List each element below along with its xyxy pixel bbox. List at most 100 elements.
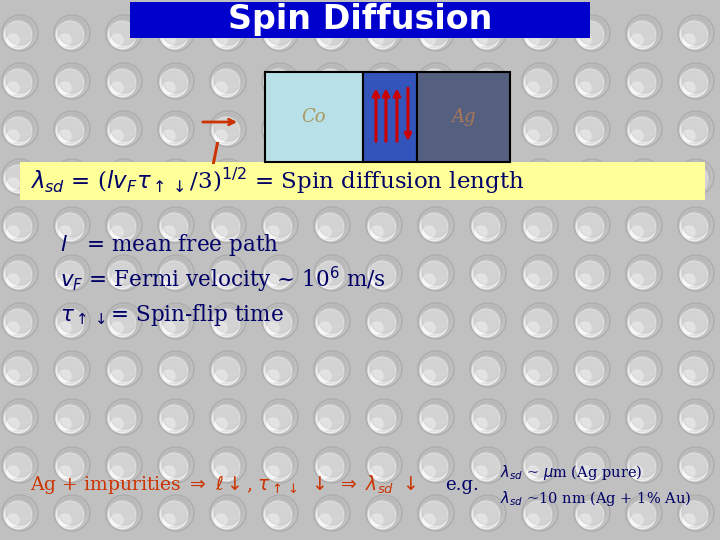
Circle shape	[578, 497, 606, 525]
Circle shape	[524, 117, 552, 145]
Circle shape	[423, 466, 435, 478]
Circle shape	[163, 322, 175, 334]
Circle shape	[59, 514, 71, 526]
Circle shape	[7, 370, 19, 382]
Circle shape	[56, 261, 84, 289]
Circle shape	[163, 130, 175, 142]
Circle shape	[4, 165, 32, 193]
Circle shape	[267, 82, 279, 94]
Circle shape	[111, 34, 123, 46]
Circle shape	[680, 357, 708, 385]
Circle shape	[682, 401, 710, 429]
Circle shape	[215, 370, 227, 382]
Circle shape	[682, 497, 710, 525]
Circle shape	[576, 117, 604, 145]
Circle shape	[630, 65, 658, 93]
Circle shape	[578, 17, 606, 45]
Circle shape	[264, 21, 292, 49]
Circle shape	[264, 117, 292, 145]
Circle shape	[423, 226, 435, 238]
Circle shape	[267, 130, 279, 142]
Circle shape	[59, 34, 71, 46]
Circle shape	[4, 405, 32, 433]
Circle shape	[631, 322, 643, 334]
Circle shape	[680, 21, 708, 49]
Circle shape	[683, 34, 695, 46]
Circle shape	[267, 178, 279, 190]
Circle shape	[474, 401, 502, 429]
Circle shape	[680, 501, 708, 529]
Bar	[20, 162, 705, 200]
Circle shape	[680, 117, 708, 145]
Circle shape	[628, 501, 656, 529]
Circle shape	[7, 274, 19, 286]
Circle shape	[472, 21, 500, 49]
Circle shape	[108, 453, 136, 481]
Circle shape	[370, 449, 398, 477]
Circle shape	[111, 370, 123, 382]
Circle shape	[266, 17, 294, 45]
Circle shape	[526, 65, 554, 93]
Circle shape	[371, 34, 383, 46]
Circle shape	[420, 357, 448, 385]
Circle shape	[475, 274, 487, 286]
Circle shape	[527, 322, 539, 334]
Circle shape	[215, 466, 227, 478]
Circle shape	[58, 401, 86, 429]
Circle shape	[474, 65, 502, 93]
Circle shape	[163, 466, 175, 478]
Circle shape	[370, 401, 398, 429]
Circle shape	[110, 17, 138, 45]
Circle shape	[578, 209, 606, 237]
Circle shape	[215, 82, 227, 94]
Circle shape	[579, 514, 591, 526]
Circle shape	[368, 261, 396, 289]
Circle shape	[423, 274, 435, 286]
Circle shape	[422, 65, 450, 93]
Circle shape	[215, 178, 227, 190]
Circle shape	[628, 357, 656, 385]
Circle shape	[319, 274, 331, 286]
Circle shape	[266, 401, 294, 429]
Circle shape	[56, 165, 84, 193]
Circle shape	[318, 17, 346, 45]
Circle shape	[423, 130, 435, 142]
Circle shape	[576, 21, 604, 49]
Circle shape	[4, 69, 32, 97]
Circle shape	[318, 305, 346, 333]
Circle shape	[371, 370, 383, 382]
Circle shape	[630, 401, 658, 429]
Circle shape	[4, 501, 32, 529]
Circle shape	[370, 353, 398, 381]
Circle shape	[4, 21, 32, 49]
Circle shape	[371, 226, 383, 238]
Circle shape	[214, 401, 242, 429]
Circle shape	[631, 130, 643, 142]
Circle shape	[472, 453, 500, 481]
Circle shape	[524, 453, 552, 481]
Circle shape	[264, 261, 292, 289]
Circle shape	[472, 213, 500, 241]
Circle shape	[475, 82, 487, 94]
Circle shape	[370, 305, 398, 333]
Circle shape	[318, 401, 346, 429]
Circle shape	[215, 514, 227, 526]
Circle shape	[6, 257, 34, 285]
Circle shape	[111, 322, 123, 334]
Circle shape	[526, 161, 554, 189]
Circle shape	[318, 497, 346, 525]
Text: $v_F$ = Fermi velocity ~ 10$^6$ m/s: $v_F$ = Fermi velocity ~ 10$^6$ m/s	[60, 265, 386, 295]
Circle shape	[576, 261, 604, 289]
Circle shape	[267, 322, 279, 334]
Circle shape	[4, 213, 32, 241]
Circle shape	[475, 178, 487, 190]
Circle shape	[267, 226, 279, 238]
Circle shape	[163, 514, 175, 526]
Circle shape	[475, 34, 487, 46]
Circle shape	[422, 113, 450, 141]
Circle shape	[578, 353, 606, 381]
Circle shape	[423, 178, 435, 190]
Circle shape	[683, 466, 695, 478]
Circle shape	[578, 113, 606, 141]
Circle shape	[423, 82, 435, 94]
